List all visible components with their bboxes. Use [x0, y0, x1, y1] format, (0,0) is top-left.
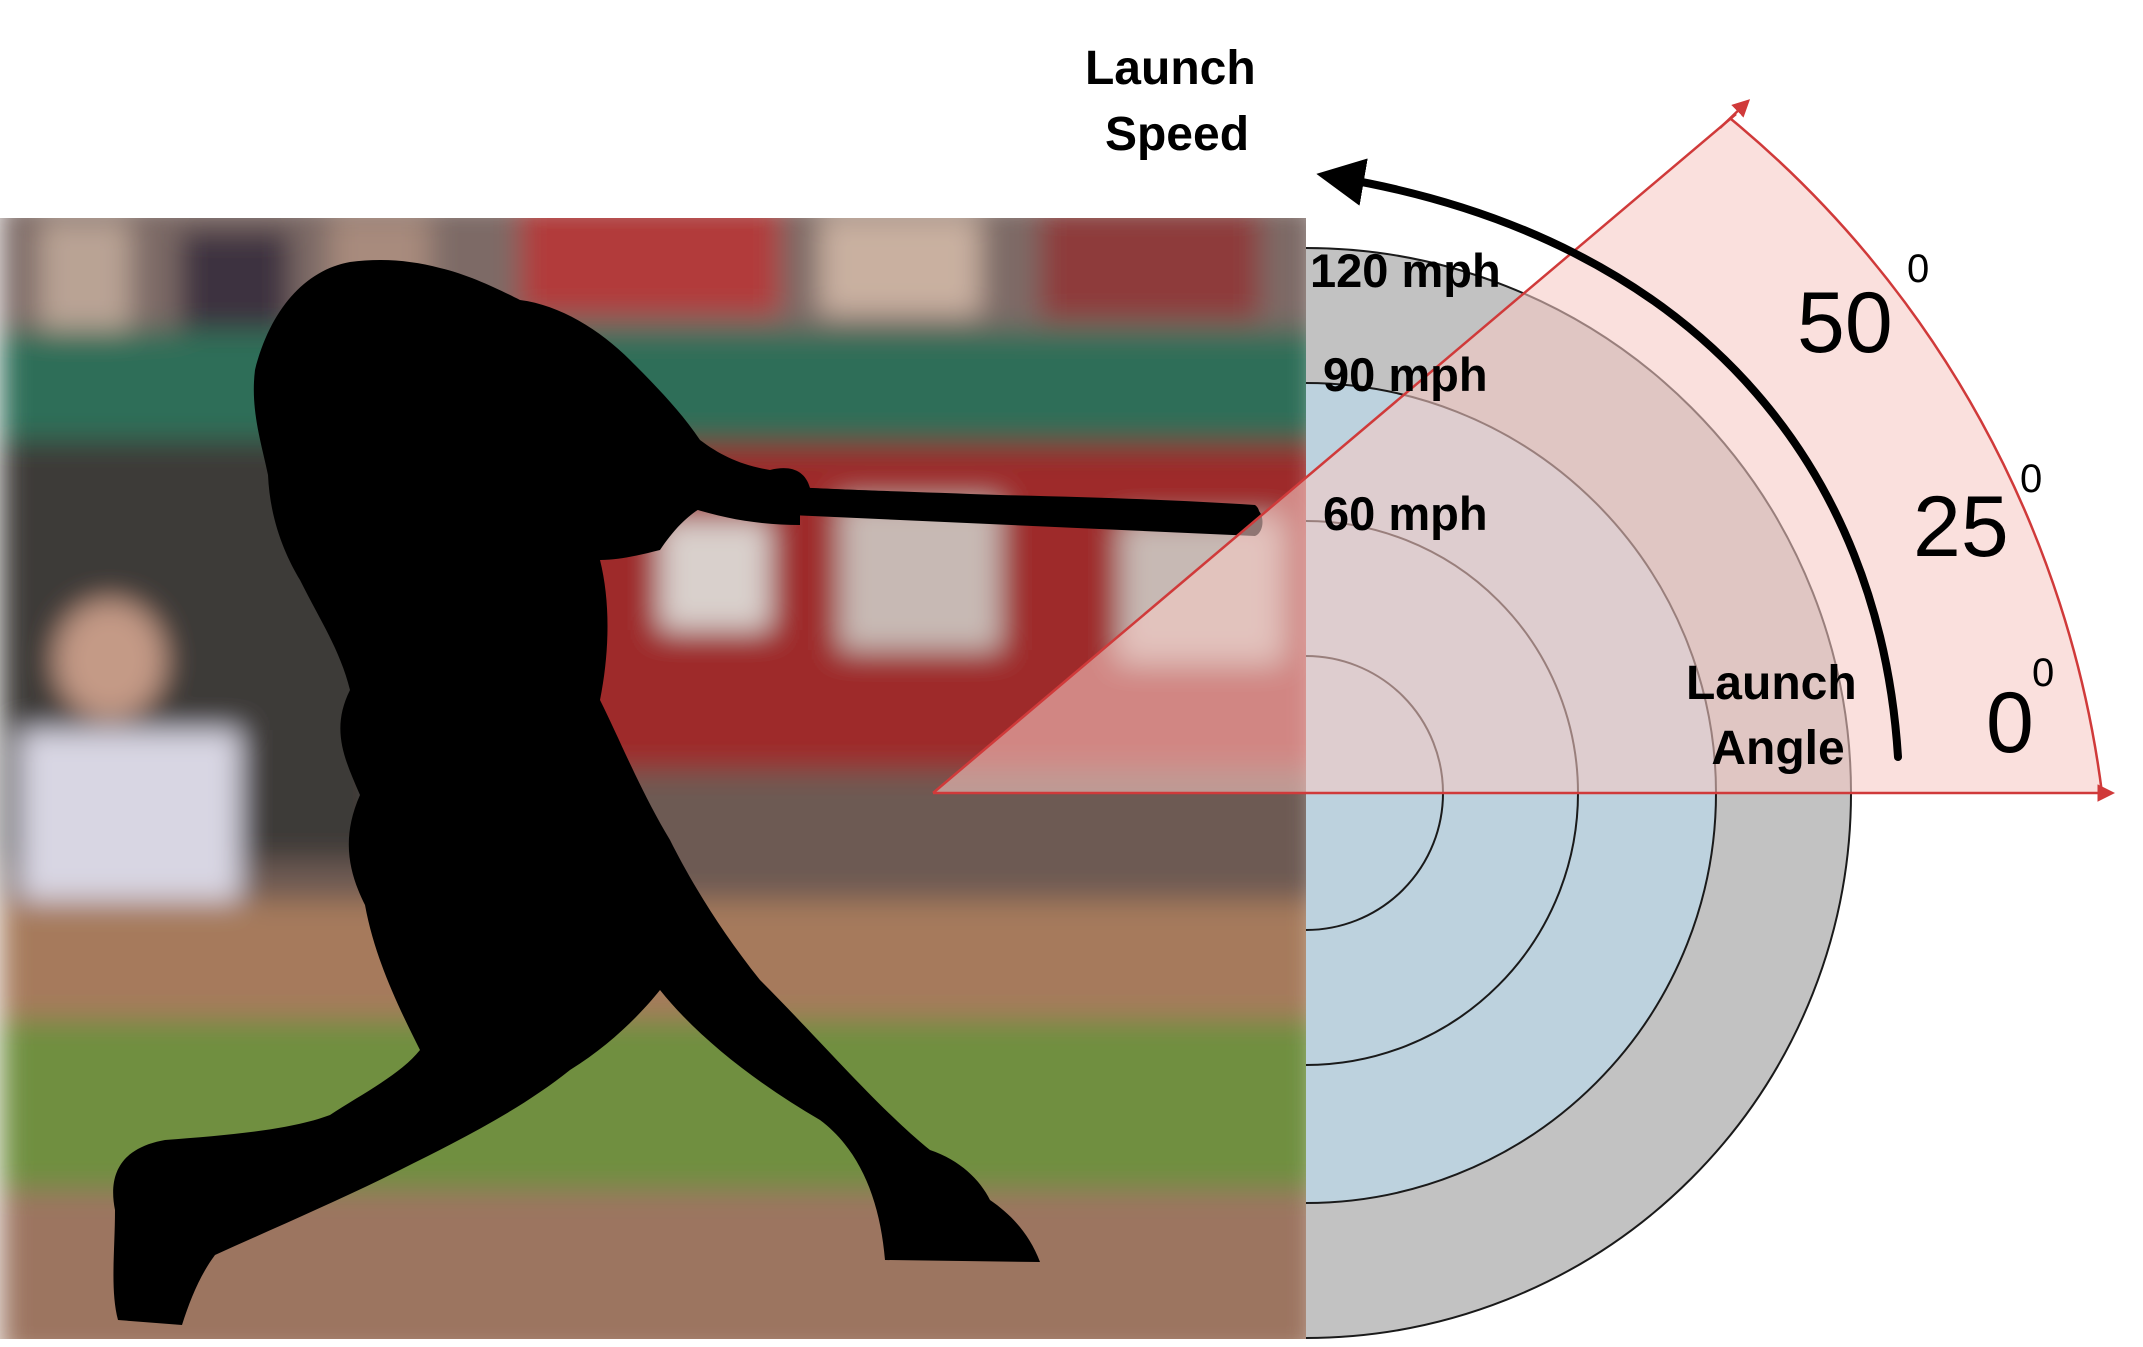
angle-tick-50: 50	[1797, 275, 1893, 371]
launch-angle-line1: Launch	[1686, 657, 1857, 710]
launch-speed-line2: Speed	[1105, 108, 1249, 161]
angle-tick-25: 25	[1913, 479, 2009, 575]
launch-angle-line2: Angle	[1711, 722, 1844, 775]
launch-speed-label: Launch Speed	[1085, 42, 1269, 161]
angle-tick-50-degree: 0	[1907, 247, 1929, 291]
launch-speed-line1: Launch	[1085, 42, 1256, 95]
angle-tick-0: 0	[1986, 675, 2034, 771]
ring-label-60: 60 mph	[1323, 487, 1488, 540]
angle-tick-25-degree: 0	[2020, 457, 2042, 501]
angle-tick-0-degree: 0	[2032, 651, 2054, 695]
ring-label-90: 90 mph	[1323, 348, 1488, 401]
ring-label-120: 120 mph	[1310, 244, 1501, 297]
